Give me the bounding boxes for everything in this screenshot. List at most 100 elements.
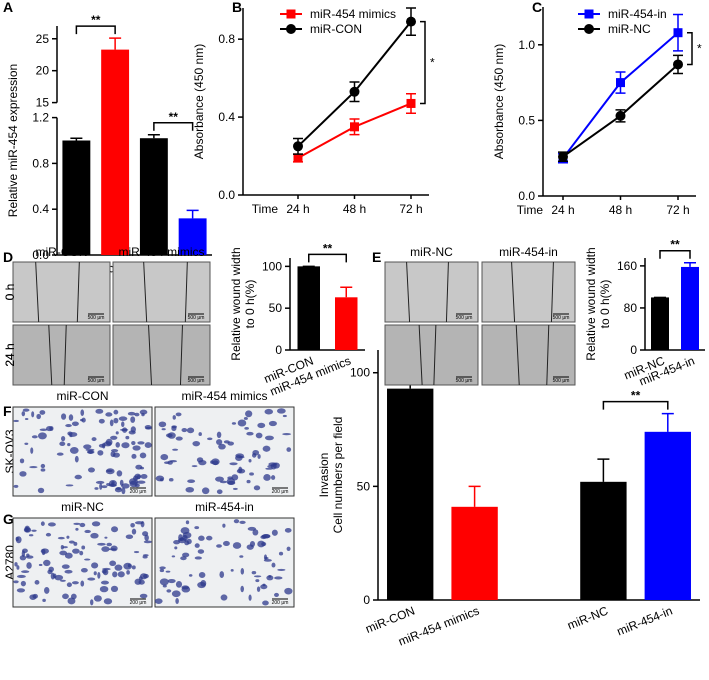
cell [65, 423, 72, 428]
cell [61, 564, 70, 569]
cell [34, 580, 40, 585]
y-tick-label: 0.0 [218, 188, 235, 202]
cell [21, 550, 26, 557]
scale-bar-label: 500 μm [88, 315, 105, 321]
cell [237, 419, 247, 427]
micrograph: 200 μm [12, 517, 153, 608]
cell [61, 413, 67, 420]
image-column-label: miR-454 mimics [181, 389, 267, 403]
cell [128, 430, 136, 435]
cell [211, 458, 220, 466]
cell [99, 483, 103, 490]
cell [73, 541, 78, 546]
y-tick-label: 20 [36, 64, 50, 78]
cell [262, 445, 271, 452]
cell [265, 467, 273, 470]
image-column-label: miR-454-in [195, 500, 254, 514]
cell [271, 562, 276, 568]
y-tick-label: 0 [275, 343, 282, 357]
y-tick-label: 1.0 [518, 38, 535, 52]
cell [91, 562, 99, 569]
cell [257, 422, 266, 429]
bar [644, 431, 691, 600]
y-axis-label: Relative wound width [584, 247, 598, 360]
scale-bar-label: 500 μm [456, 378, 473, 384]
cell [134, 412, 140, 417]
cell [13, 419, 19, 422]
cell [110, 545, 118, 552]
x-tick-label: 48 h [343, 202, 366, 216]
y-axis-label: Absorbance (450 nm) [492, 44, 506, 159]
cell [239, 555, 244, 558]
cell [192, 440, 201, 447]
cell [142, 555, 148, 559]
micrograph: 500 μm [481, 324, 576, 386]
cell [66, 582, 72, 588]
cell [54, 574, 64, 581]
image-background [12, 406, 153, 497]
image-column-label: miR-CON [36, 245, 88, 259]
bar [387, 388, 434, 600]
cell [81, 417, 86, 423]
cell [98, 418, 105, 424]
scale-bar-label: 500 μm [188, 315, 205, 321]
micrograph: 500 μm [112, 324, 211, 386]
y-tick-label: 0.4 [32, 202, 49, 216]
cell [271, 529, 278, 536]
cell [165, 433, 173, 438]
cell [69, 435, 73, 438]
cell [70, 593, 77, 600]
image-background [481, 324, 576, 386]
cell [101, 485, 108, 489]
cell [141, 413, 145, 417]
cell [59, 441, 66, 447]
y-tick-label: 100 [262, 259, 282, 273]
cell [264, 408, 274, 415]
cell [125, 435, 130, 440]
cell [111, 449, 119, 453]
significance-bracket [308, 253, 347, 263]
cell [83, 444, 92, 450]
y-axis-label: Cell numbers per field [331, 417, 345, 534]
image-background [154, 406, 295, 497]
cell [139, 593, 148, 599]
significance-label: ** [631, 389, 641, 403]
cell [140, 474, 148, 479]
cell [73, 522, 81, 526]
cell [116, 470, 123, 477]
cell [231, 422, 237, 425]
error-bar [661, 412, 674, 432]
y-axis-label: to 0 h(%) [243, 280, 257, 329]
y-tick-label: 25 [36, 32, 50, 46]
cell [216, 489, 223, 495]
cell [278, 551, 284, 556]
cell [43, 586, 50, 594]
cell [162, 584, 167, 588]
cell [29, 465, 38, 469]
cell [187, 479, 196, 483]
cell [233, 519, 240, 524]
panel-label: B [232, 0, 242, 15]
cell [71, 581, 79, 585]
cell [69, 446, 79, 454]
cell [257, 540, 266, 548]
cell [121, 421, 125, 428]
image-background [384, 324, 479, 386]
error-bar [468, 485, 481, 507]
cell [109, 560, 117, 567]
cell [103, 598, 113, 605]
cell [97, 450, 104, 456]
cell [255, 579, 260, 583]
wound-edge [406, 261, 449, 323]
cell [252, 449, 260, 456]
panel-label: A [3, 0, 13, 15]
cell [62, 593, 69, 600]
cell [39, 428, 48, 432]
significance-bracket [687, 31, 693, 66]
error-bar [340, 286, 353, 298]
cell [112, 571, 118, 578]
data-point [350, 122, 359, 132]
cell [175, 581, 183, 588]
cell [91, 521, 101, 527]
